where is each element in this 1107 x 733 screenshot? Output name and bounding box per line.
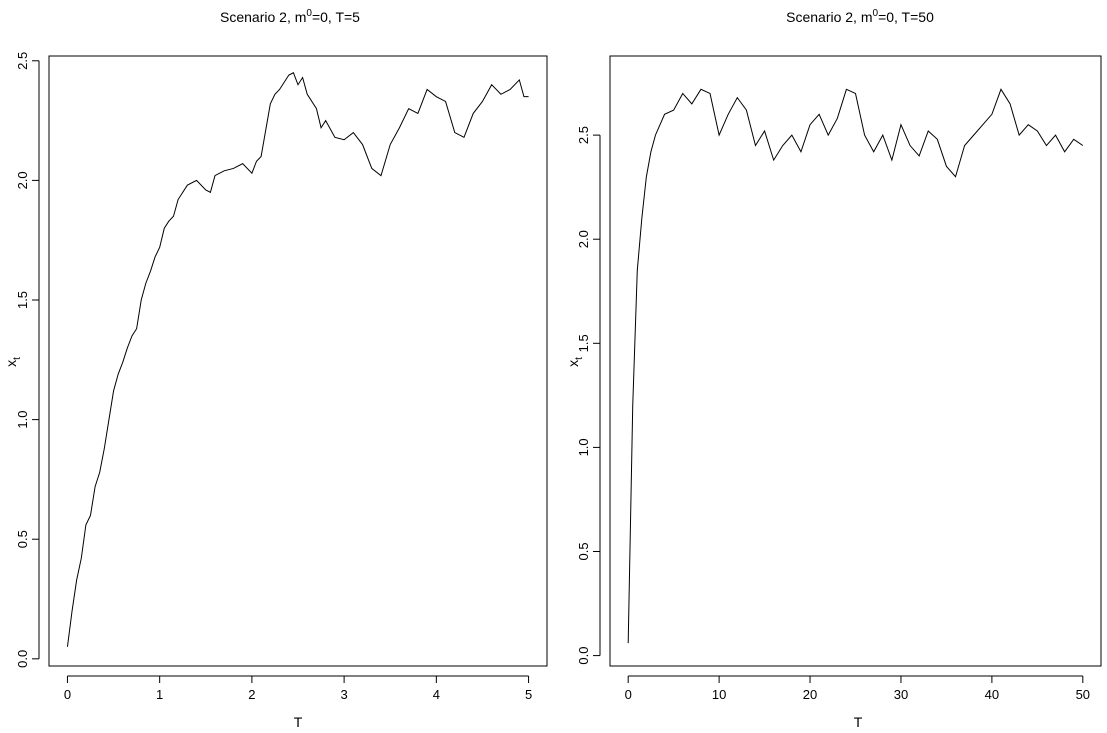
x-tick-label: 1 [156,687,163,702]
x-tick-label: 2 [248,687,255,702]
y-tick-label: 1.5 [576,334,591,352]
y-tick-label: 1.0 [576,438,591,456]
y-axis: 0.0 0.5 1.0 1.5 2.0 2.5 [576,126,601,665]
x-tick-label: 4 [433,687,440,702]
x-tick-label: 0 [64,687,71,702]
y-tick-label: 0.0 [576,647,591,665]
x-axis-label: T [854,714,863,730]
y-tick-label: 2.5 [15,52,30,70]
x-tick-label: 5 [525,687,532,702]
y-tick-label: 2.0 [576,230,591,248]
y-tick-label: 0.5 [15,530,30,548]
y-tick-label: 2.0 [15,171,30,189]
x-tick-label: 0 [625,687,632,702]
y-tick-label: 0.0 [15,650,30,668]
x-tick-label: 50 [1076,687,1090,702]
x-tick-label: 20 [803,687,817,702]
chart-title: Scenario 2, m0=0, T=50 [786,8,934,25]
plot-frame [48,55,548,667]
x-tick-label: 3 [340,687,347,702]
plot-frame [609,55,1102,667]
chart-title: Scenario 2, m0=0, T=5 [220,8,360,25]
y-axis-label: xt [3,357,23,367]
series-line [627,88,1084,644]
y-tick-label: 1.0 [15,411,30,429]
y-tick-label: 2.5 [576,126,591,144]
series-layer [627,88,1084,644]
y-tick-label: 1.5 [15,291,30,309]
x-tick-label: 30 [894,687,908,702]
chart-panel-right: Scenario 2, m0=0, T=50 0 10 20 30 40 50 0.00.… [565,8,1102,730]
x-axis-label: T [294,714,303,730]
series-line [66,72,529,647]
y-axis: 0.0 0.5 1.0 1.5 2.0 2.5 [15,52,40,668]
chart-panel-left: Scenario 2, m0=0, T=5 0 1 2 3 4 5 0.0 0.5 1.0 1.… [3,8,548,730]
x-tick-label: 10 [712,687,726,702]
series-layer [66,72,529,647]
x-axis: 0 10 20 30 40 50 [625,675,1090,702]
x-axis: 0 1 2 3 4 5 [64,675,532,702]
x-tick-label: 40 [985,687,999,702]
y-axis-label: xt [565,357,585,367]
y-tick-label: 0.5 [576,542,591,560]
